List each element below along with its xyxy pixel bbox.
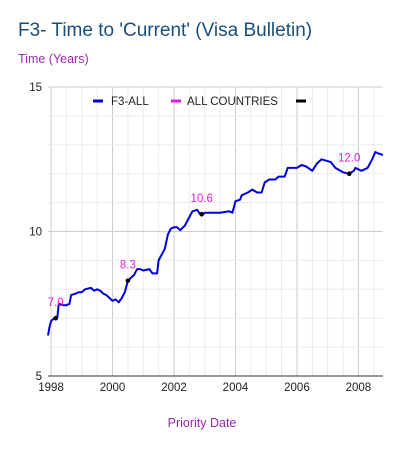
legend-label-1: F3-ALL — [111, 96, 149, 108]
x-tick-label: 1998 — [38, 382, 64, 394]
x-axis-label: Priority Date — [167, 416, 237, 430]
data-label: 10.6 — [190, 193, 212, 205]
x-tick-label: 2000 — [100, 382, 126, 394]
y-axis-label: Time (Years) — [18, 52, 89, 66]
chart-title: F3- Time to 'Current' (Visa Bulletin) — [18, 20, 313, 41]
data-label: 7.0 — [48, 297, 64, 309]
x-tick-label: 2008 — [346, 382, 372, 394]
data-point-marker — [125, 278, 131, 283]
x-tick-label: 2006 — [284, 382, 310, 394]
x-tick-label: 2004 — [223, 382, 249, 394]
y-tick-label: 5 — [36, 371, 42, 383]
y-tick-label: 15 — [29, 82, 42, 94]
data-point-marker — [53, 315, 58, 321]
series-line-f3-all — [47, 151, 384, 336]
data-point-marker — [199, 211, 204, 217]
data-label: 12.0 — [338, 153, 360, 165]
x-tick-label: 2002 — [161, 382, 187, 394]
y-tick-label: 10 — [29, 227, 42, 239]
data-point-marker — [346, 171, 352, 176]
legend-label-2: ALL COUNTRIES — [187, 96, 278, 108]
data-label: 8.3 — [120, 260, 136, 272]
